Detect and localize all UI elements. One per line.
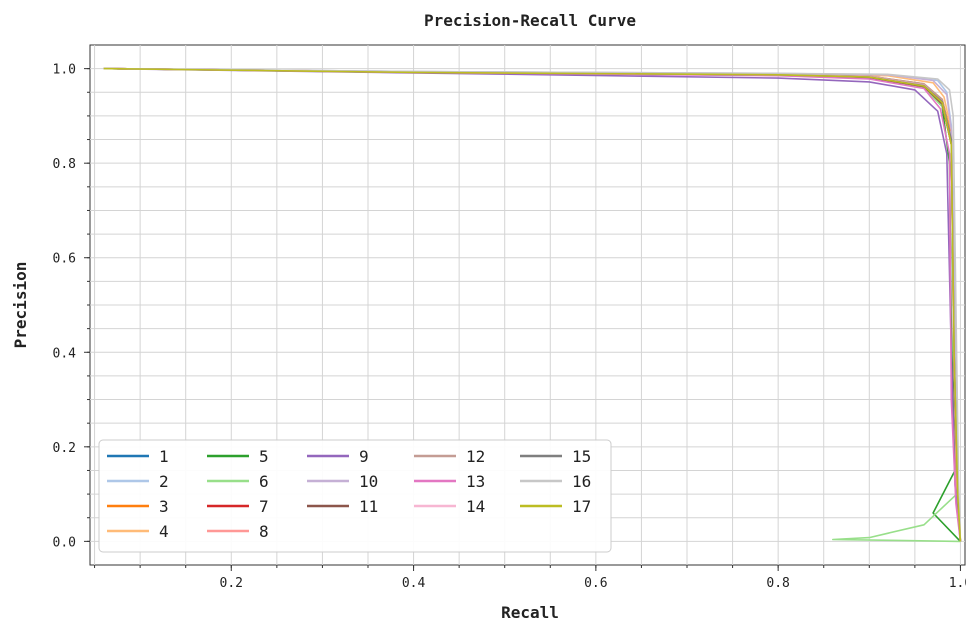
x-tick-label: 0.6 [584, 576, 607, 591]
y-tick-label: 0.0 [53, 535, 76, 550]
legend-label-8: 8 [259, 522, 269, 541]
legend-box [98, 439, 612, 553]
x-axis-label: Recall [501, 603, 559, 622]
legend-label-16: 16 [572, 472, 591, 491]
y-tick-label: 0.2 [53, 441, 76, 456]
series-lines [103, 67, 962, 543]
y-tick-label: 1.0 [53, 63, 76, 78]
legend-label-17: 17 [572, 497, 591, 516]
legend-label-11: 11 [359, 497, 378, 516]
y-tick-label: 0.8 [53, 157, 76, 172]
x-tick-label: 1.0 [949, 576, 966, 591]
legend-label-10: 10 [359, 472, 378, 491]
legend-label-6: 6 [259, 472, 269, 491]
legend-label-2: 2 [159, 472, 169, 491]
series-line-16 [103, 67, 962, 542]
series-line-9 [103, 67, 962, 542]
legend-label-14: 14 [466, 497, 485, 516]
legend-label-4: 4 [159, 522, 169, 541]
y-axis-label: Precision [11, 262, 30, 349]
x-tick-label: 0.2 [220, 576, 243, 591]
legend-label-7: 7 [259, 497, 269, 516]
axis-ticks: 0.2 0.4 0.6 0.8 1.0 0.0 0.2 0.4 0.6 0.8 1.0 [53, 63, 966, 591]
legend-label-5: 5 [259, 447, 269, 466]
legend-label-12: 12 [466, 447, 485, 466]
legend-label-13: 13 [466, 472, 485, 491]
chart-title: Precision-Recall Curve [424, 11, 636, 30]
legend-label-15: 15 [572, 447, 591, 466]
x-tick-label: 0.4 [402, 576, 426, 591]
legend-label-1: 1 [159, 447, 169, 466]
x-tick-label: 0.8 [766, 576, 789, 591]
y-tick-label: 0.4 [53, 346, 77, 361]
series-line-17 [103, 67, 962, 542]
legend-label-9: 9 [359, 447, 369, 466]
y-tick-label: 0.6 [53, 252, 76, 267]
legend-label-3: 3 [159, 497, 169, 516]
